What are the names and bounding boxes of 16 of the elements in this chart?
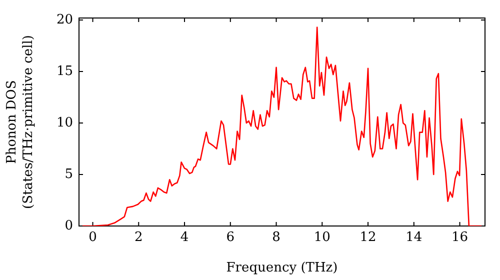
x-tick-label: 8 bbox=[272, 230, 280, 246]
x-axis-title: Frequency (THz) bbox=[226, 260, 338, 276]
x-tick-label: 6 bbox=[226, 230, 235, 246]
x-tick-label: 2 bbox=[134, 230, 143, 246]
x-tick-label: 4 bbox=[180, 230, 189, 246]
x-tick-label: 12 bbox=[360, 230, 376, 246]
x-tick-label: 14 bbox=[406, 230, 422, 246]
y-tick-label: 20 bbox=[56, 12, 73, 28]
x-tick-label: 16 bbox=[451, 230, 468, 246]
y-tick-label: 5 bbox=[64, 166, 73, 182]
x-tick-label: 10 bbox=[314, 230, 330, 246]
y-tick-label: 15 bbox=[56, 64, 73, 79]
x-tick-label: 0 bbox=[88, 230, 97, 246]
y-tick-label: 0 bbox=[64, 218, 73, 234]
y-tick-label: 10 bbox=[56, 115, 73, 130]
y-axis-title: Phonon DOS (States/THz·primitive cell) bbox=[4, 34, 36, 210]
